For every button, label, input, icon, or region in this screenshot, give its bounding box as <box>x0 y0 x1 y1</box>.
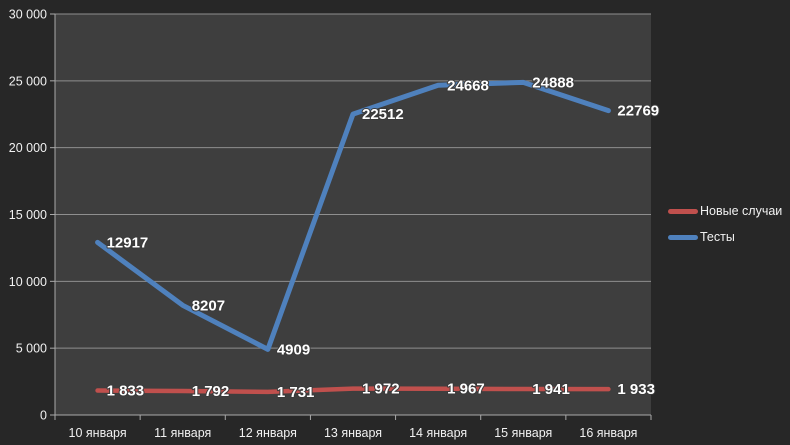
data-label-new-cases: 1 792 <box>192 383 230 400</box>
x-tick-label: 10 января <box>69 426 127 440</box>
data-label-tests: 12917 <box>107 234 149 251</box>
x-tick-label: 11 января <box>154 426 211 440</box>
data-label-tests: 24668 <box>447 77 489 94</box>
x-tick-label: 12 января <box>239 426 297 440</box>
legend-label-tests: Тесты <box>700 230 735 244</box>
data-label-new-cases: 1 967 <box>447 381 485 398</box>
data-label-new-cases: 1 833 <box>107 382 145 399</box>
y-tick-label: 30 000 <box>9 8 47 22</box>
x-tick-label: 13 января <box>324 426 382 440</box>
legend-item-new-cases: Новые случаи <box>668 204 782 218</box>
data-label-tests: 22512 <box>362 106 404 123</box>
legend-swatch-new-cases <box>668 208 698 214</box>
data-label-tests: 8207 <box>192 297 225 314</box>
data-label-tests: 4909 <box>277 341 310 358</box>
y-tick-label: 10 000 <box>9 275 47 289</box>
data-label-new-cases: 1 731 <box>277 384 315 401</box>
series-line-tests <box>95 79 611 352</box>
legend-item-tests: Тесты <box>668 230 782 244</box>
legend-label-new-cases: Новые случаи <box>700 204 783 218</box>
y-tick-label: 0 <box>40 409 47 423</box>
data-label-new-cases: 1 941 <box>532 381 570 398</box>
x-tick-label: 15 января <box>494 426 552 440</box>
y-tick-label: 15 000 <box>9 208 47 222</box>
y-tick-label: 5 000 <box>16 342 47 356</box>
x-tick-label: 14 января <box>409 426 467 440</box>
data-label-tests: 24888 <box>532 74 574 91</box>
x-tick-label: 16 января <box>579 426 637 440</box>
data-label-new-cases: 1 972 <box>362 381 400 398</box>
data-label-new-cases: 1 933 <box>617 381 655 398</box>
legend: Новые случаи Тесты <box>668 204 782 244</box>
y-tick-label: 20 000 <box>9 141 47 155</box>
legend-swatch-tests <box>668 234 698 240</box>
y-tick-label: 25 000 <box>9 74 47 88</box>
data-label-tests: 22769 <box>617 103 659 120</box>
series-line-new-cases <box>95 386 611 395</box>
